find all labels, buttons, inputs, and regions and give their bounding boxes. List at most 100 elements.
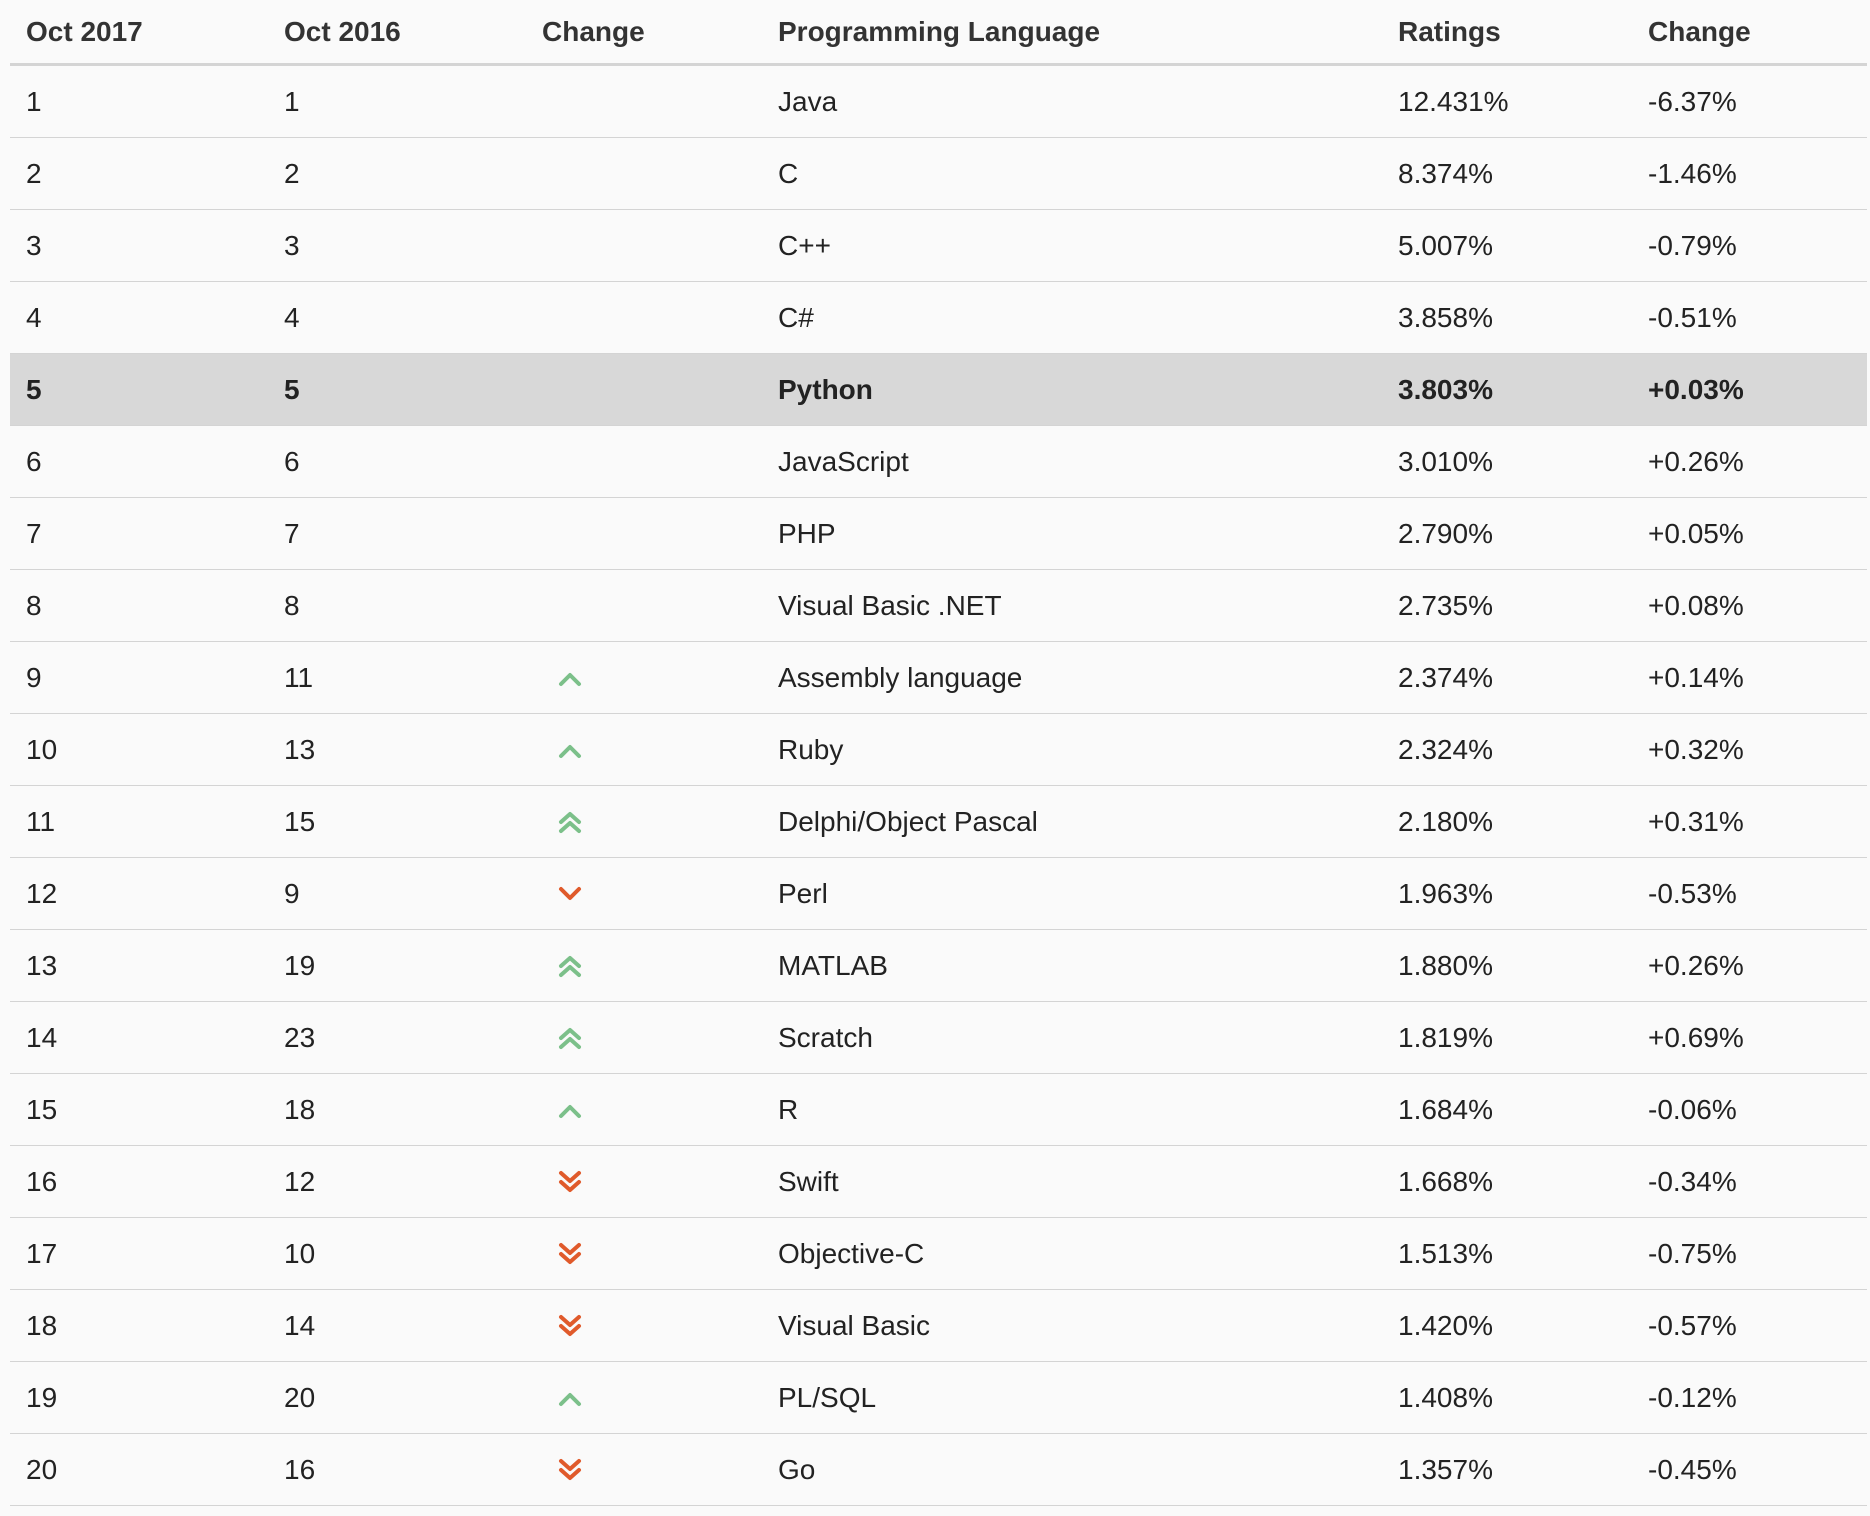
trend-cell [526,425,762,498]
rating-cell: 2.790% [1382,497,1632,570]
trend-cell [526,64,762,138]
rank-2017-cell: 2 [10,137,268,210]
trend-cell [526,1433,762,1506]
language-cell: C# [762,281,1382,354]
language-cell: PL/SQL [762,1361,1382,1434]
header-ratings[interactable]: Ratings [1382,0,1632,66]
table-row[interactable]: 17 10 Objective-C 1.513% -0.75% [10,1217,1867,1290]
double-arrow-down-icon [559,1458,581,1480]
table-row[interactable]: 11 15 Delphi/Object Pascal 2.180% +0.31% [10,785,1867,858]
language-cell: Assembly language [762,641,1382,714]
arrow-up-icon [559,744,581,758]
rank-2017-cell: 10 [10,713,268,786]
rank-2017-cell: 14 [10,1001,268,1074]
header-rank-2017[interactable]: Oct 2017 [10,0,268,66]
rating-cell: 1.819% [1382,1001,1632,1074]
rating-cell: 3.858% [1382,281,1632,354]
double-arrow-up-icon [559,955,581,977]
table-row[interactable]: 20 16 Go 1.357% -0.45% [10,1433,1867,1506]
table-row[interactable]: 2 2 C 8.374% -1.46% [10,137,1867,210]
trend-cell [526,1145,762,1218]
rating-change-cell: +0.08% [1632,569,1867,642]
language-cell: Python [762,353,1382,426]
header-language[interactable]: Programming Language [762,0,1382,66]
table-row[interactable]: 13 19 MATLAB 1.880% +0.26% [10,929,1867,1002]
table-row[interactable]: 18 14 Visual Basic 1.420% -0.57% [10,1289,1867,1362]
rank-2016-cell: 13 [268,713,526,786]
rating-cell: 1.684% [1382,1073,1632,1146]
double-arrow-down-icon [559,1314,581,1336]
rank-2016-cell: 14 [268,1289,526,1362]
table-row[interactable]: 6 6 JavaScript 3.010% +0.26% [10,425,1867,498]
table-row[interactable]: 3 3 C++ 5.007% -0.79% [10,209,1867,282]
rank-2016-cell: 10 [268,1217,526,1290]
rating-change-cell: -0.34% [1632,1145,1867,1218]
rating-cell: 2.180% [1382,785,1632,858]
table-row[interactable]: 8 8 Visual Basic .NET 2.735% +0.08% [10,569,1867,642]
rank-2017-cell: 6 [10,425,268,498]
arrow-up-icon [559,672,581,686]
rating-cell: 12.431% [1382,64,1632,138]
table-row[interactable]: 1 1 Java 12.431% -6.37% [10,64,1867,138]
header-rating-change[interactable]: Change [1632,0,1867,66]
rank-2016-cell: 16 [268,1433,526,1506]
rating-cell: 2.324% [1382,713,1632,786]
rank-2016-cell: 3 [268,209,526,282]
table-body: 1 1 Java 12.431% -6.37% 2 2 C 8.374% -1.46% 3 3 C++ 5… [10,64,1867,1506]
trend-cell [526,713,762,786]
trend-cell [526,1289,762,1362]
rating-change-cell: -0.12% [1632,1361,1867,1434]
table-row[interactable]: 14 23 Scratch 1.819% +0.69% [10,1001,1867,1074]
rating-change-cell: -0.79% [1632,209,1867,282]
rating-change-cell: -1.46% [1632,137,1867,210]
rating-cell: 1.513% [1382,1217,1632,1290]
trend-cell [526,1073,762,1146]
rank-2017-cell: 9 [10,641,268,714]
trend-cell [526,857,762,930]
language-cell: Objective-C [762,1217,1382,1290]
trend-cell [526,1001,762,1074]
rating-cell: 5.007% [1382,209,1632,282]
double-arrow-up-icon [559,811,581,833]
table-row[interactable]: 10 13 Ruby 2.324% +0.32% [10,713,1867,786]
trend-cell [526,1361,762,1434]
header-rank-2016[interactable]: Oct 2016 [268,0,526,66]
rating-change-cell: -0.06% [1632,1073,1867,1146]
language-cell: R [762,1073,1382,1146]
trend-cell [526,785,762,858]
ranking-table-container: Oct 2017 Oct 2016 Change Programming Lan… [10,0,1867,1506]
language-cell: C++ [762,209,1382,282]
rating-cell: 1.408% [1382,1361,1632,1434]
rank-2016-cell: 9 [268,857,526,930]
rating-change-cell: -0.53% [1632,857,1867,930]
rating-cell: 3.010% [1382,425,1632,498]
trend-cell [526,209,762,282]
rank-2017-cell: 13 [10,929,268,1002]
rank-2016-cell: 2 [268,137,526,210]
table-row[interactable]: 4 4 C# 3.858% -0.51% [10,281,1867,354]
rating-change-cell: +0.14% [1632,641,1867,714]
table-row[interactable]: 15 18 R 1.684% -0.06% [10,1073,1867,1146]
table-row[interactable]: 16 12 Swift 1.668% -0.34% [10,1145,1867,1218]
table-row[interactable]: 5 5 Python 3.803% +0.03% [10,353,1867,426]
language-cell: Delphi/Object Pascal [762,785,1382,858]
rank-2016-cell: 1 [268,64,526,138]
table-row[interactable]: 12 9 Perl 1.963% -0.53% [10,857,1867,930]
table-row[interactable]: 9 11 Assembly language 2.374% +0.14% [10,641,1867,714]
rating-cell: 2.374% [1382,641,1632,714]
rating-cell: 1.420% [1382,1289,1632,1362]
table-row[interactable]: 7 7 PHP 2.790% +0.05% [10,497,1867,570]
language-cell: Scratch [762,1001,1382,1074]
header-rank-change[interactable]: Change [526,0,762,66]
arrow-up-icon [559,1104,581,1118]
rank-2016-cell: 18 [268,1073,526,1146]
language-cell: Visual Basic .NET [762,569,1382,642]
table-row[interactable]: 19 20 PL/SQL 1.408% -0.12% [10,1361,1867,1434]
rank-2016-cell: 20 [268,1361,526,1434]
rank-2016-cell: 15 [268,785,526,858]
rank-2017-cell: 20 [10,1433,268,1506]
trend-cell [526,929,762,1002]
rank-2016-cell: 19 [268,929,526,1002]
language-cell: JavaScript [762,425,1382,498]
rank-2016-cell: 8 [268,569,526,642]
